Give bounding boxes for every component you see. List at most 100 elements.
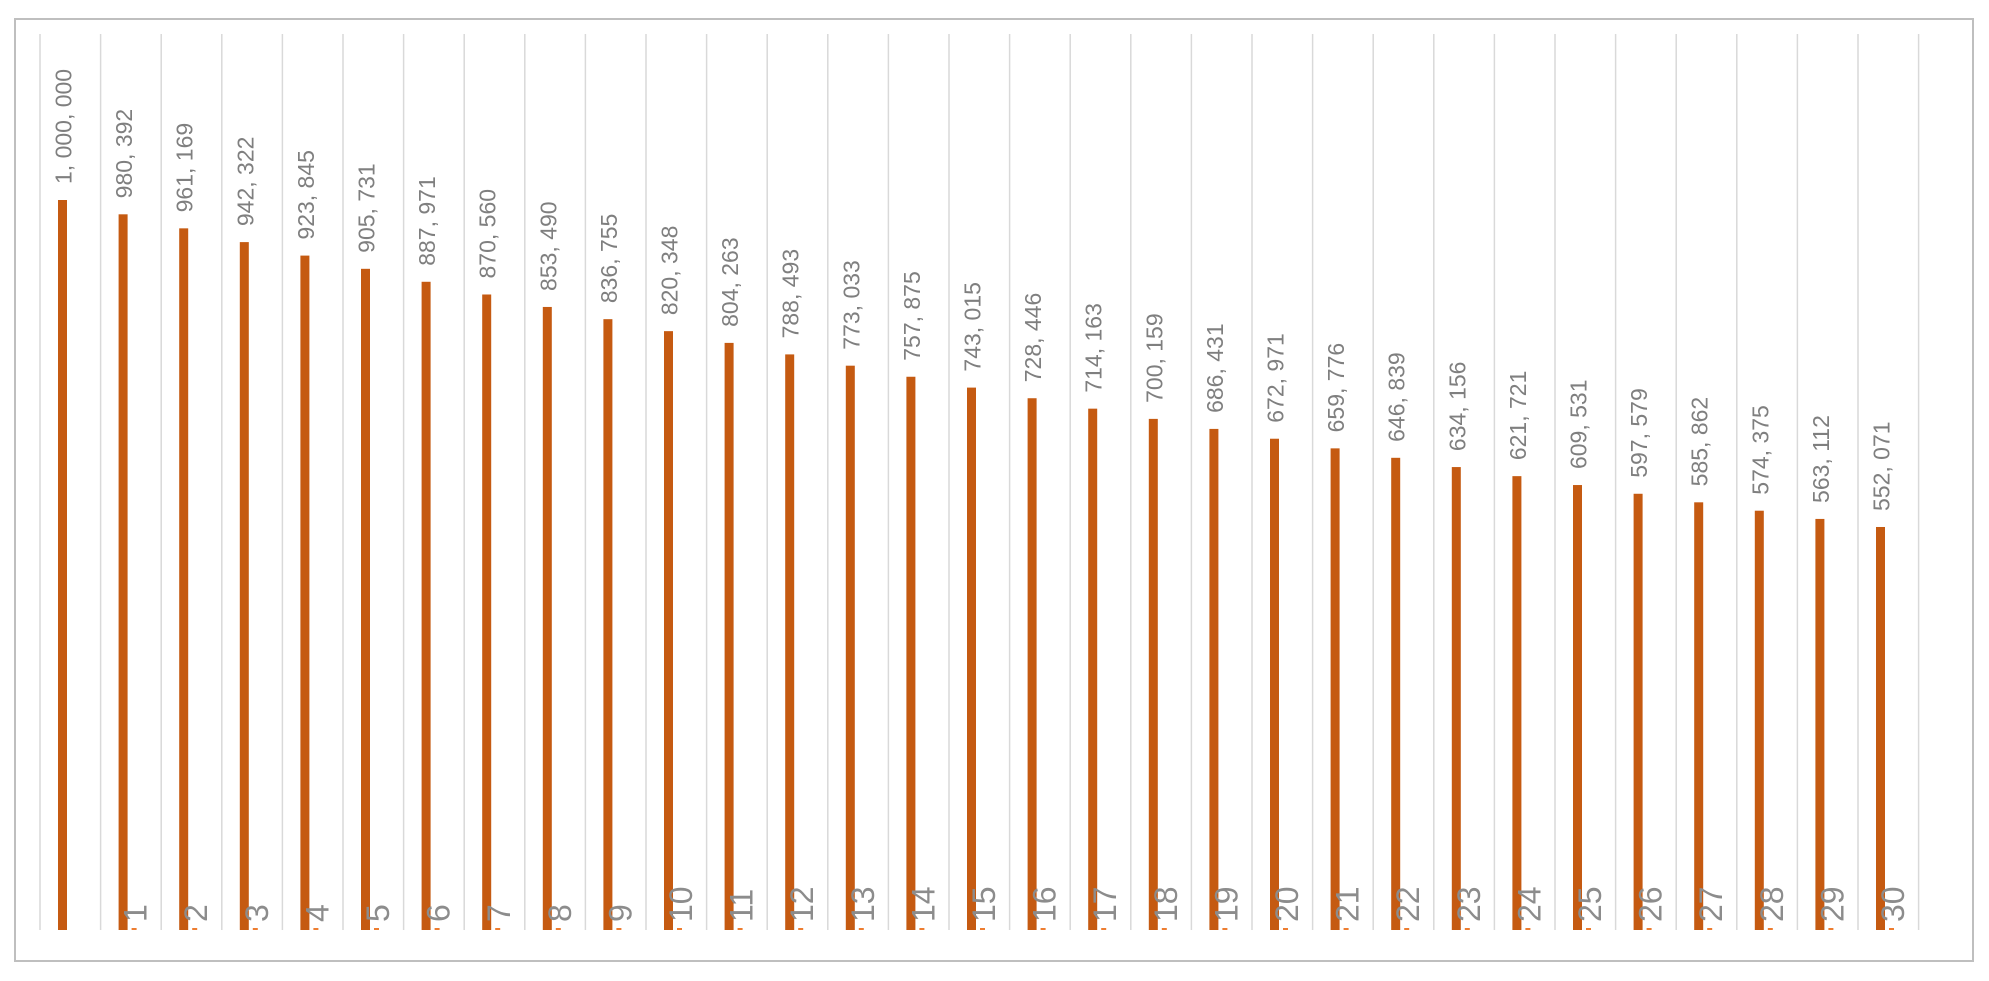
category-label: 21: [1330, 886, 1366, 922]
category-label: 13: [845, 886, 881, 922]
bar: [603, 319, 613, 931]
data-label: 700, 159: [1141, 313, 1167, 403]
category-label: 30: [1875, 886, 1911, 922]
category-label: 1: [118, 904, 154, 922]
category-label: 14: [905, 886, 941, 922]
category-label: 10: [663, 886, 699, 922]
bar: [482, 294, 492, 930]
data-label: 743, 015: [960, 282, 986, 372]
bar: [421, 281, 431, 931]
category-label: 2: [178, 904, 214, 922]
bar: [906, 376, 916, 931]
data-label: 714, 163: [1081, 303, 1107, 393]
bar-secondary: [677, 928, 682, 930]
bar: [785, 354, 795, 930]
bar: [1027, 398, 1037, 931]
bar-secondary: [1586, 928, 1591, 930]
category-label: 6: [421, 904, 457, 922]
bar-secondary: [1767, 928, 1773, 930]
bar-secondary: [1828, 928, 1834, 930]
bar-secondary: [1464, 928, 1470, 930]
bar-secondary: [434, 928, 440, 930]
bar-chart: 1, 000, 000 980, 392 961, 169 942, 322 923, …: [39, 34, 1920, 931]
data-label: 820, 348: [657, 226, 683, 316]
data-label: 621, 721: [1505, 371, 1531, 461]
bar: [179, 228, 189, 931]
data-label: 597, 579: [1626, 388, 1652, 478]
bar-secondary: [192, 928, 198, 930]
bar-secondary: [919, 928, 925, 930]
data-label: 609, 531: [1566, 380, 1592, 470]
bar-secondary: [1707, 928, 1713, 930]
data-label: 942, 322: [232, 137, 258, 227]
category-label: 20: [1269, 886, 1305, 922]
bar-secondary: [555, 928, 561, 930]
data-label: 773, 033: [838, 260, 864, 350]
bar-secondary: [252, 928, 258, 930]
bar: [1815, 518, 1825, 930]
data-label: 646, 839: [1384, 352, 1410, 442]
category-label: 17: [1087, 886, 1123, 922]
bar-secondary: [858, 928, 864, 930]
bar: [1088, 408, 1098, 930]
data-label: 757, 875: [899, 271, 925, 361]
bar: [1633, 493, 1643, 930]
data-label: 836, 755: [596, 214, 622, 304]
bar-secondary: [616, 928, 622, 930]
category-label: 25: [1572, 886, 1608, 922]
bar: [1573, 485, 1582, 930]
bar-secondary: [1525, 928, 1531, 930]
bar-secondary: [1161, 928, 1167, 930]
bar: [1694, 502, 1704, 930]
bar-secondary: [1040, 928, 1046, 930]
category-label: 29: [1814, 886, 1850, 922]
category-label: 15: [966, 886, 1002, 922]
category-labels: 1 2 3 4 5 6 7 8 9 10 11 12 13 14 15 16 17 18 19 20 21 22 23 24 2…: [118, 886, 1911, 922]
gridlines: [39, 34, 1920, 930]
category-label: 4: [299, 904, 335, 922]
data-label: 887, 971: [414, 176, 440, 266]
bar-secondary: [374, 928, 379, 930]
category-label: 27: [1693, 886, 1729, 922]
bar: [1876, 526, 1885, 930]
data-label: 804, 263: [717, 237, 743, 327]
bar: [542, 306, 552, 931]
bar-secondary: [980, 928, 985, 930]
data-label: 853, 490: [535, 201, 561, 291]
bar: [1209, 428, 1219, 930]
category-label: 3: [239, 904, 275, 922]
bar-secondary: [1101, 928, 1107, 930]
bar: [58, 200, 67, 930]
bar: [361, 268, 370, 930]
bar: [845, 365, 855, 930]
bar: [724, 342, 734, 930]
bar-secondary: [798, 928, 804, 930]
bar-secondary: [1646, 928, 1652, 930]
category-label: 8: [542, 904, 578, 922]
data-label: 980, 392: [111, 109, 137, 199]
data-label: 905, 731: [354, 163, 380, 253]
data-label: 585, 862: [1687, 397, 1713, 487]
bar: [1270, 438, 1279, 930]
bar: [1754, 510, 1764, 930]
category-label: 23: [1451, 886, 1487, 922]
data-label: 574, 375: [1747, 405, 1773, 495]
data-label: 728, 446: [1020, 293, 1046, 383]
data-label: 870, 560: [475, 189, 501, 279]
category-label: 22: [1390, 886, 1426, 922]
category-label: 26: [1633, 886, 1669, 922]
data-label: 552, 071: [1869, 421, 1895, 511]
chart-frame: 1, 000, 000 980, 392 961, 169 942, 322 923, …: [14, 18, 1974, 962]
data-label: 672, 971: [1263, 333, 1289, 423]
data-label: 659, 776: [1323, 343, 1349, 433]
data-label: 1, 000, 000: [51, 69, 77, 184]
bar-secondary: [1222, 928, 1228, 930]
bar: [300, 255, 310, 931]
bar-secondary: [1283, 928, 1288, 930]
category-label: 18: [1148, 886, 1184, 922]
data-label: 686, 431: [1202, 323, 1228, 413]
bar-secondary: [313, 928, 319, 930]
data-labels: 1, 000, 000 980, 392 961, 169 942, 322 923, …: [51, 69, 1895, 511]
bar: [1148, 418, 1158, 930]
data-label: 634, 156: [1444, 362, 1470, 452]
